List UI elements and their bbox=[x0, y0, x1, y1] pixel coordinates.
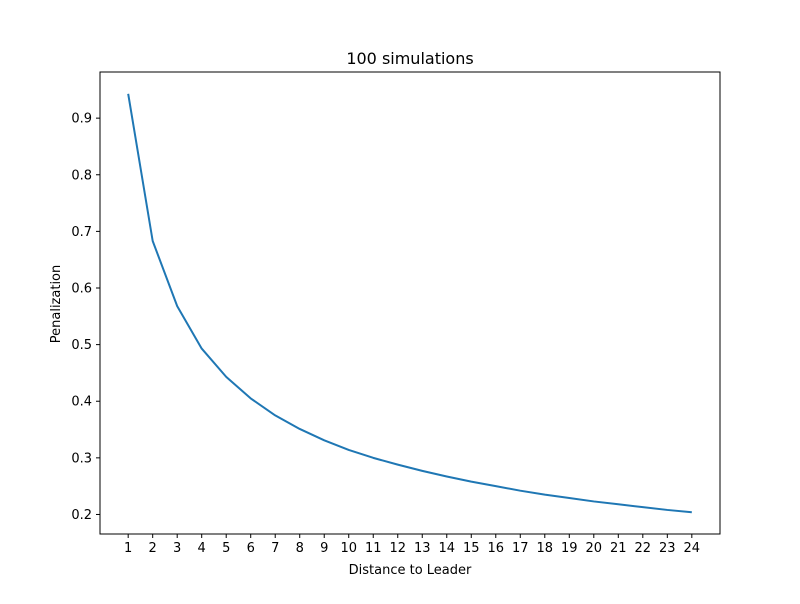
y-tick-label-0.5: 0.5 bbox=[71, 338, 92, 353]
x-tick-label-19: 19 bbox=[561, 541, 578, 556]
chart-title: 100 simulations bbox=[346, 49, 473, 68]
x-tick-label-13: 13 bbox=[414, 541, 431, 556]
x-tick-label-10: 10 bbox=[340, 541, 357, 556]
x-tick-label-6: 6 bbox=[247, 541, 255, 556]
x-tick-label-5: 5 bbox=[222, 541, 230, 556]
x-tick-label-22: 22 bbox=[635, 541, 652, 556]
x-tick-label-18: 18 bbox=[537, 541, 554, 556]
x-tick-label-15: 15 bbox=[463, 541, 480, 556]
x-tick-label-3: 3 bbox=[173, 541, 181, 556]
x-tick-label-16: 16 bbox=[487, 541, 504, 556]
y-tick-label-0.2: 0.2 bbox=[71, 508, 92, 523]
axes-frame bbox=[99, 71, 721, 535]
y-tick-label-0.8: 0.8 bbox=[71, 168, 92, 183]
x-tick-label-4: 4 bbox=[198, 541, 206, 556]
plot-area bbox=[127, 93, 692, 514]
x-tick-label-14: 14 bbox=[438, 541, 455, 556]
x-tick-label-20: 20 bbox=[586, 541, 603, 556]
x-tick-label-9: 9 bbox=[320, 541, 328, 556]
x-tick-label-7: 7 bbox=[271, 541, 279, 556]
x-tick-label-23: 23 bbox=[659, 541, 676, 556]
y-tick-label-0.7: 0.7 bbox=[71, 225, 92, 240]
x-tick-label-1: 1 bbox=[124, 541, 132, 556]
x-tick-label-21: 21 bbox=[610, 541, 627, 556]
x-tick-label-8: 8 bbox=[296, 541, 304, 556]
series-line-0 bbox=[127, 93, 692, 514]
y-tick-label-0.3: 0.3 bbox=[71, 451, 92, 466]
y-axis-label: Penalization bbox=[49, 265, 64, 344]
x-axis-label: Distance to Leader bbox=[349, 563, 472, 578]
y-tick-label-0.6: 0.6 bbox=[71, 281, 92, 296]
x-tick-label-11: 11 bbox=[365, 541, 382, 556]
x-tick-label-2: 2 bbox=[149, 541, 157, 556]
y-tick-label-0.4: 0.4 bbox=[71, 395, 92, 410]
x-tick-label-24: 24 bbox=[684, 541, 701, 556]
x-tick-label-17: 17 bbox=[512, 541, 529, 556]
axes: 1 2 3 4 5 6 7 8 9 10 11 12 13 14 15 16 17 18 19 20 21 22 23 240… bbox=[71, 71, 721, 556]
y-tick-label-0.9: 0.9 bbox=[71, 112, 92, 127]
x-tick-label-12: 12 bbox=[389, 541, 406, 556]
